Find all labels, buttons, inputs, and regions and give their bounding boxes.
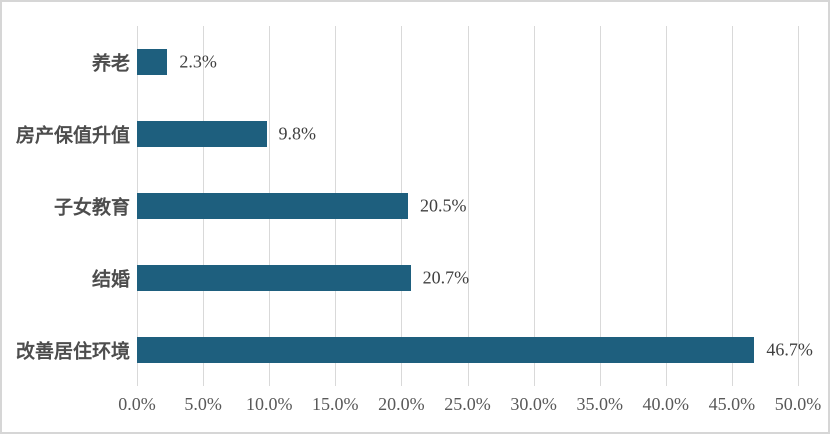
bar-value-label: 20.7%: [422, 267, 470, 288]
x-tick-label: 25.0%: [444, 394, 491, 414]
x-axis: 0.0% 5.0% 10.0% 15.0% 20.0% 25.0% 30.0% 35.0% 40…: [118, 394, 821, 420]
bar: [137, 49, 168, 75]
category-label: 子女教育: [53, 197, 130, 219]
gridline: [533, 26, 535, 386]
bar-row: 46.7%: [137, 314, 813, 386]
category-label: 结婚: [91, 269, 130, 291]
x-tick-label: 5.0%: [184, 394, 222, 414]
bar-row: 2.3%: [137, 26, 798, 98]
x-tick-label: 45.0%: [708, 394, 756, 414]
x-tick-label: 30.0%: [510, 394, 557, 414]
bar-value-label: 46.7%: [766, 339, 813, 360]
gridline: [599, 26, 601, 386]
category-label: 改善居住环境: [15, 341, 130, 363]
x-tick-label: 20.0%: [378, 394, 425, 414]
x-tick-label: 10.0%: [245, 394, 293, 414]
category-label: 房产保值升值: [15, 125, 130, 147]
x-tick-label: 50.0%: [774, 394, 822, 414]
bar-value-label: 9.8%: [278, 123, 317, 144]
bar: [137, 337, 755, 363]
x-tick-label: 35.0%: [576, 394, 623, 414]
gridline: [731, 26, 733, 386]
gridline: [665, 26, 667, 386]
bar: [137, 265, 411, 291]
category-axis: 养老房产保值升值子女教育结婚改善居住环境: [8, 26, 130, 386]
bar: [137, 121, 267, 147]
category-label: 养老: [91, 53, 130, 75]
x-tick-label: 40.0%: [642, 394, 690, 414]
bar-row: 20.5%: [137, 170, 798, 242]
gridline: [467, 26, 469, 386]
x-tick-label: 15.0%: [312, 394, 359, 414]
gridline: [798, 26, 799, 386]
plot-area: 2.3% 9.8% 20.5% 20.7% 46.7%: [137, 26, 813, 386]
bar-row: 20.7%: [137, 242, 798, 314]
bar: [137, 193, 408, 219]
x-tick-label: 0.0%: [118, 394, 156, 414]
bar-row: 9.8%: [137, 98, 798, 170]
bar-value-label: 20.5%: [420, 195, 467, 216]
bar-value-label: 2.3%: [179, 51, 217, 72]
